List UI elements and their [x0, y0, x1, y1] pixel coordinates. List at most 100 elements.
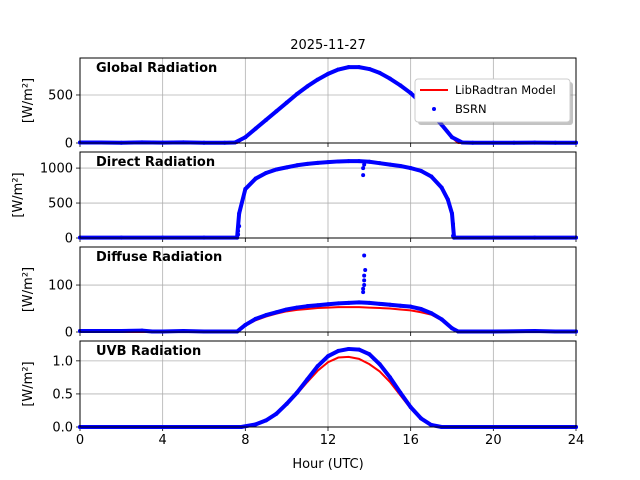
bsrn-point — [264, 117, 268, 122]
chart-title: 2025-11-27 — [290, 38, 366, 53]
bsrn-point — [284, 401, 289, 406]
x-tick-label: 16 — [402, 433, 419, 448]
legend-model-label: LibRadtran Model — [455, 83, 556, 97]
bsrn-point — [450, 135, 454, 140]
axes-frame — [79, 340, 577, 428]
bsrn-point — [367, 352, 372, 357]
axes-frame — [79, 57, 577, 144]
panel-direct-radiation: 0 500 1000 Direct Radiation [W/m²] — [11, 151, 578, 247]
bsrn-point — [377, 301, 382, 306]
bsrn-point — [305, 377, 310, 382]
bsrn-point — [181, 140, 186, 145]
bsrn-point — [274, 109, 279, 114]
bsrn-point — [357, 347, 361, 352]
axes-frame — [79, 151, 577, 239]
x-tick-label: 0 — [76, 433, 84, 448]
bsrn-point — [243, 322, 248, 327]
y-tick-label: 1000 — [40, 162, 73, 177]
bsrn-series — [78, 159, 578, 240]
bsrn-point — [362, 162, 367, 167]
bsrn-point — [439, 317, 444, 322]
bsrn-point — [361, 286, 366, 291]
bsrn-point — [419, 416, 423, 421]
bsrn-point — [362, 283, 367, 288]
bsrn-point — [445, 197, 450, 202]
x-tick-label: 4 — [159, 433, 167, 448]
bsrn-point — [451, 222, 456, 227]
bsrn-point — [377, 161, 382, 166]
bsrn-series — [78, 346, 578, 429]
panel-title: Global Radiation — [96, 61, 217, 76]
panel-title: Diffuse Radiation — [96, 250, 222, 265]
bsrn-point — [326, 160, 330, 165]
bsrn-point — [336, 301, 341, 306]
y-tick-label: 0 — [65, 326, 73, 341]
y-tick-label: 0.0 — [52, 421, 73, 436]
bsrn-point — [362, 253, 367, 258]
bsrn-point — [398, 83, 403, 88]
bsrn-point — [367, 67, 372, 72]
bsrn-point — [363, 268, 368, 273]
bsrn-point — [315, 303, 320, 308]
y-tick-label: 500 — [48, 88, 73, 103]
bsrn-point — [398, 303, 403, 308]
bsrn-point — [361, 290, 366, 295]
legend: LibRadtran Model BSRN — [414, 78, 573, 125]
bsrn-point — [357, 300, 361, 305]
bsrn-point — [377, 70, 382, 75]
bsrn-point — [140, 140, 144, 145]
bsrn-point — [315, 77, 320, 82]
panel-uvb-radiation: 0 4 8 12 16 20 24 0.0 0.5 1.0 UVB Radiation [W/m²] — [21, 340, 584, 448]
bsrn-point — [253, 126, 258, 131]
bsrn-point — [408, 91, 413, 96]
y-axis-label: [W/m²] — [21, 267, 36, 312]
bsrn-point — [305, 161, 310, 166]
y-tick-label: 0 — [65, 137, 73, 152]
bsrn-point — [336, 67, 341, 72]
bsrn-point — [377, 362, 382, 367]
y-axis-label: [W/m²] — [21, 361, 36, 406]
legend-bsrn-label: BSRN — [455, 102, 487, 116]
bsrn-point — [419, 168, 423, 173]
bsrn-point — [429, 311, 434, 316]
bsrn-point — [357, 159, 361, 164]
bsrn-point — [284, 165, 289, 170]
bsrn-point — [361, 166, 366, 171]
x-tick-label: 12 — [320, 433, 337, 448]
bsrn-point — [243, 135, 248, 140]
bsrn-point — [274, 411, 279, 416]
x-axis-label: Hour (UTC) — [292, 457, 363, 472]
bsrn-point — [398, 163, 403, 168]
bsrn-point — [361, 173, 366, 178]
bsrn-point — [274, 167, 279, 172]
bsrn-point — [237, 211, 242, 216]
bsrn-point — [284, 100, 289, 105]
bsrn-point — [398, 390, 403, 395]
panel-title: Direct Radiation — [96, 155, 215, 170]
panel-title: UVB Radiation — [96, 344, 201, 359]
bsrn-point — [388, 375, 392, 380]
bsrn-point — [439, 185, 444, 190]
bsrn-point — [236, 232, 241, 237]
bsrn-point — [336, 159, 341, 164]
bsrn-point — [295, 163, 299, 168]
panel-global-radiation: 0 500 Global Radiation [W/m²] — [21, 57, 578, 152]
bsrn-point — [274, 310, 279, 315]
bsrn-point — [237, 224, 242, 229]
bsrn-point — [367, 159, 372, 164]
bsrn-point — [429, 174, 434, 179]
y-tick-label: 1.0 — [52, 354, 73, 369]
bsrn-point — [243, 187, 248, 192]
legend-bsrn-swatch — [432, 107, 436, 111]
y-tick-label: 100 — [48, 279, 73, 294]
bsrn-point — [388, 302, 392, 307]
y-axis-label: [W/m²] — [11, 172, 26, 217]
axes-frame — [79, 246, 577, 333]
bsrn-point — [429, 423, 434, 428]
y-axis-label: [W/m²] — [21, 78, 36, 123]
x-tick-label: 8 — [241, 433, 249, 448]
bsrn-point — [408, 405, 413, 410]
legend-box — [414, 78, 571, 123]
bsrn-point — [326, 354, 330, 359]
